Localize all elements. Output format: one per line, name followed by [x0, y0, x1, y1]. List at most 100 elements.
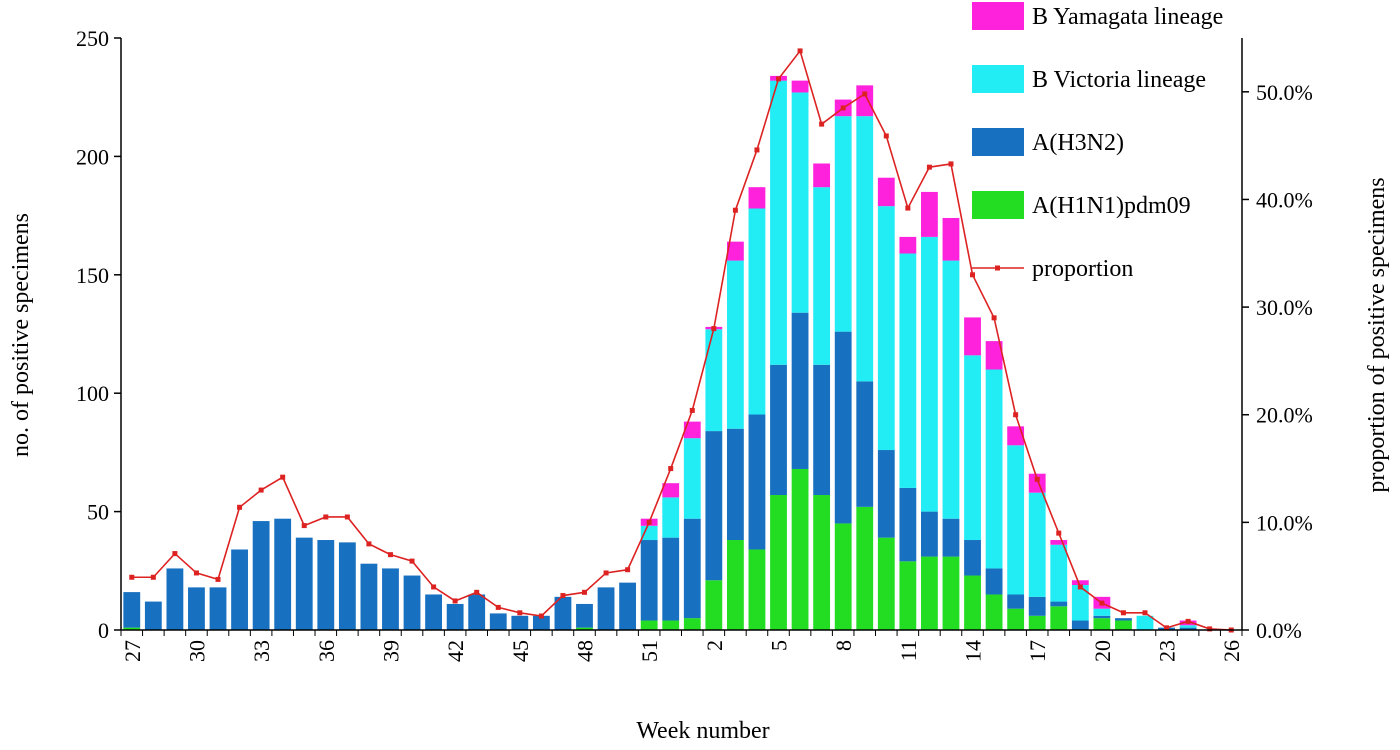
bar-segment-b-victoria-lineage-week-1: [683, 438, 701, 519]
legend-label-b-victoria-lineage: B Victoria lineage: [1032, 67, 1206, 93]
x-tick-label: 2: [702, 640, 727, 651]
y-tick-label: 0: [98, 618, 109, 643]
bar-segment-a-h3n2--week-9: [856, 381, 874, 507]
proportion-point-week-37: [344, 514, 350, 520]
proportion-point-week-13: [948, 161, 954, 167]
proportion-point-week-27: [129, 574, 135, 580]
bar-segment-b-yamagata-lineage-week-19: [1071, 580, 1089, 586]
bar-segment-a-h1n1-pdm09-week-18: [1050, 606, 1068, 630]
bar-segment-a-h3n2--week-52: [662, 537, 680, 621]
proportion-point-week-30: [193, 570, 199, 576]
x-tick-label: 42: [443, 640, 468, 662]
bar-segment-a-h3n2--week-21: [1115, 618, 1132, 621]
bar-segment-a-h1n1-pdm09-week-16: [1007, 608, 1025, 630]
legend-swatch-marker: [995, 265, 1000, 271]
x-tick-label: 30: [184, 640, 209, 662]
proportion-point-week-25: [1207, 626, 1213, 632]
bar-segment-a-h3n2--week-28: [144, 601, 162, 630]
proportion-point-week-52: [668, 466, 674, 472]
bar-segment-a-h3n2--week-33: [252, 521, 270, 630]
y2-tick-label: 0.0%: [1256, 618, 1302, 643]
y-tick-label: 100: [76, 381, 109, 406]
bar-segment-a-h3n2--week-31: [209, 587, 227, 630]
proportion-point-week-6: [797, 48, 803, 54]
x-tick-label: 5: [767, 640, 792, 651]
bar-segment-a-h3n2--week-35: [295, 537, 313, 630]
proportion-point-week-45: [517, 610, 523, 616]
x-tick-label: 39: [378, 640, 403, 662]
legend-swatch-b-yamagata-lineage: [972, 2, 1024, 30]
x-tick-label: 33: [249, 640, 274, 662]
bar-segment-a-h1n1-pdm09-week-20: [1093, 618, 1111, 630]
proportion-point-week-39: [387, 552, 393, 558]
bar-segment-b-victoria-lineage-week-22: [1136, 615, 1154, 630]
y2-axis-title: proportion of positive specimens: [1364, 177, 1390, 492]
bar-segment-a-h1n1-pdm09-week-1: [683, 618, 701, 630]
bars-layer: [123, 75, 1197, 630]
bar-segment-b-yamagata-lineage-week-12: [921, 191, 938, 237]
bar-segment-b-yamagata-lineage-week-6: [791, 80, 809, 93]
bar-segment-b-victoria-lineage-week-18: [1050, 544, 1068, 602]
bar-segment-b-yamagata-lineage-week-4: [748, 187, 766, 209]
bar-segment-a-h3n2--week-18: [1050, 601, 1068, 607]
bar-segment-b-victoria-lineage-week-12: [921, 236, 938, 512]
bar-segment-a-h1n1-pdm09-week-13: [942, 556, 960, 630]
bar-segment-a-h3n2--week-46: [532, 615, 550, 630]
bar-segment-a-h3n2--week-5: [770, 364, 787, 496]
y-tick-label: 250: [76, 26, 109, 51]
proportion-line-layer: [129, 48, 1234, 633]
bar-segment-b-victoria-lineage-week-6: [791, 92, 809, 313]
x-tick-label: 23: [1155, 640, 1180, 662]
bar-segment-a-h3n2--week-6: [791, 312, 809, 469]
bar-segment-a-h3n2--week-40: [403, 575, 421, 630]
x-tick-label: 51: [637, 640, 662, 662]
bar-segment-b-victoria-lineage-week-4: [748, 208, 766, 415]
proportion-point-week-11: [905, 205, 911, 211]
proportion-point-week-34: [280, 474, 286, 480]
bar-segment-a-h3n2--week-50: [619, 582, 637, 630]
bar-segment-a-h1n1-pdm09-week-21: [1115, 620, 1132, 630]
bar-segment-a-h3n2--week-39: [382, 568, 399, 630]
proportion-point-week-31: [215, 576, 221, 582]
bar-segment-a-h3n2--week-51: [640, 540, 658, 621]
bar-segment-b-yamagata-lineage-week-10: [877, 177, 895, 207]
proportion-point-week-5: [776, 76, 782, 82]
bar-segment-b-victoria-lineage-week-16: [1007, 445, 1025, 595]
bar-segment-a-h3n2--week-44: [489, 613, 507, 630]
proportion-point-week-36: [323, 514, 329, 520]
x-tick-label: 20: [1090, 640, 1115, 662]
bar-segment-b-victoria-lineage-week-2: [705, 329, 723, 432]
proportion-point-week-3: [732, 207, 738, 213]
bar-segment-a-h3n2--week-11: [899, 487, 917, 562]
proportion-point-week-47: [560, 593, 566, 599]
y-tick-label: 200: [76, 144, 109, 169]
proportion-point-week-19: [1077, 584, 1083, 590]
bar-segment-b-yamagata-lineage-week-3: [726, 241, 744, 261]
proportion-point-week-4: [754, 147, 760, 153]
proportion-line: [131, 49, 1232, 631]
proportion-point-week-2: [711, 326, 717, 332]
bar-segment-a-h3n2--week-17: [1028, 596, 1046, 616]
bar-segment-a-h3n2--week-7: [813, 364, 831, 496]
bar-segment-a-h1n1-pdm09-week-17: [1028, 615, 1046, 630]
bar-segment-a-h3n2--week-36: [317, 540, 335, 630]
x-tick-label: 17: [1025, 640, 1050, 662]
bar-segment-a-h3n2--week-10: [877, 450, 895, 538]
proportion-point-week-22: [1142, 610, 1148, 616]
bar-segment-b-yamagata-lineage-week-16: [1007, 426, 1025, 446]
legend-swatch-b-victoria-lineage: [972, 65, 1024, 93]
proportion-point-week-49: [603, 570, 609, 576]
proportion-point-week-17: [1034, 476, 1040, 482]
bar-segment-b-victoria-lineage-week-51: [640, 525, 658, 541]
bar-segment-a-h1n1-pdm09-week-4: [748, 549, 766, 630]
bar-segment-b-yamagata-lineage-week-17: [1028, 473, 1046, 493]
bar-segment-b-victoria-lineage-week-15: [985, 369, 1003, 569]
bar-segment-b-yamagata-lineage-week-15: [985, 341, 1003, 370]
proportion-point-week-10: [883, 133, 889, 139]
bar-segment-b-yamagata-lineage-week-52: [662, 483, 680, 498]
bar-segment-a-h1n1-pdm09-week-5: [770, 495, 787, 630]
bar-segment-a-h1n1-pdm09-week-8: [834, 523, 852, 630]
bar-segment-b-victoria-lineage-week-3: [726, 260, 744, 429]
bar-segment-a-h3n2--week-13: [942, 518, 960, 557]
